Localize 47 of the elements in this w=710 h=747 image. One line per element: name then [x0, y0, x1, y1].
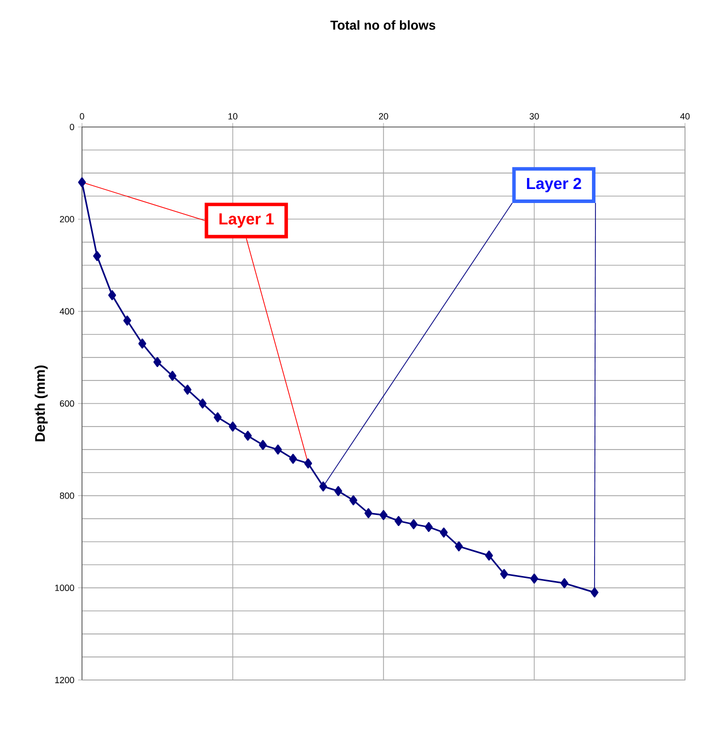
x-tick-label: 30 [530, 113, 539, 120]
point [184, 384, 192, 395]
annotation: Layer 2 [526, 178, 582, 192]
point [289, 454, 297, 464]
point [198, 398, 207, 408]
point [93, 251, 102, 262]
annotation: Layer 1 [219, 213, 274, 228]
point [214, 412, 222, 422]
point [500, 569, 508, 580]
y-tick-label: 800 [60, 492, 74, 499]
x-tick-label: 10 [228, 113, 238, 120]
y-tick-label: 1200 [55, 676, 74, 684]
point [485, 550, 493, 561]
point [560, 578, 568, 588]
point [228, 422, 237, 432]
point [454, 541, 463, 552]
point [258, 440, 267, 450]
point [274, 444, 282, 455]
point [168, 370, 176, 381]
point [108, 290, 116, 300]
point [440, 528, 448, 538]
point [78, 177, 86, 188]
chart-title: Total no of blows [330, 20, 436, 30]
point [410, 519, 418, 530]
x-tick-label: 0 [80, 113, 84, 120]
point [364, 508, 372, 518]
y-tick-label: 1000 [55, 584, 74, 592]
point [138, 338, 146, 349]
point [334, 486, 342, 496]
point [244, 430, 252, 441]
y-tick-label: 400 [60, 308, 74, 315]
point [319, 481, 328, 492]
point [380, 510, 388, 520]
x-tick-label: 20 [378, 113, 388, 120]
y-axis-title: Depth (mm) [34, 365, 48, 442]
x-tick-label: 40 [680, 113, 690, 120]
y-tick-label: 600 [60, 400, 74, 407]
point [590, 587, 598, 598]
point [123, 316, 132, 326]
point [349, 495, 358, 506]
point [424, 522, 433, 532]
point [394, 516, 403, 526]
point [153, 357, 162, 368]
point [530, 574, 538, 584]
y-tick-label: 0 [70, 124, 74, 130]
y-tick-label: 200 [60, 216, 74, 222]
point [304, 458, 312, 468]
